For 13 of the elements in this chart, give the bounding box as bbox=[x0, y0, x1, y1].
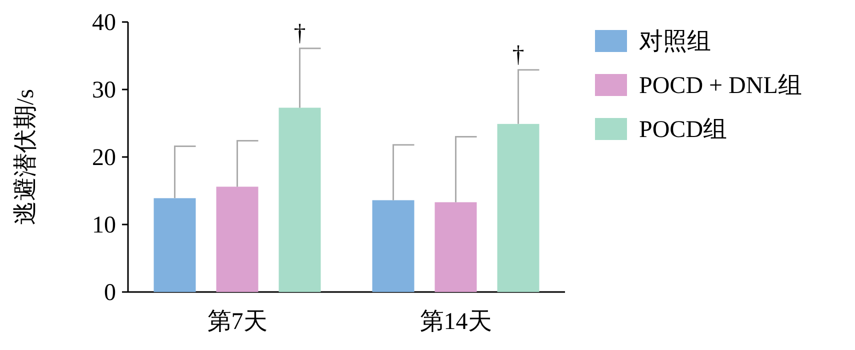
ytick: 40 bbox=[92, 10, 116, 36]
ytick: 0 bbox=[104, 280, 116, 306]
ytick: 10 bbox=[92, 212, 116, 238]
ytick: 30 bbox=[92, 78, 116, 104]
xtick: 第14天 bbox=[420, 309, 492, 335]
xtick: 第7天 bbox=[207, 309, 268, 335]
legend-label: POCD + DNL组 bbox=[639, 73, 802, 99]
ylabel: 逃避潜伏期/s bbox=[13, 89, 39, 225]
ytick: 20 bbox=[92, 145, 116, 171]
annotation: † bbox=[512, 42, 524, 68]
legend-label: 对照组 bbox=[639, 29, 711, 55]
annotation: † bbox=[294, 20, 306, 46]
legend-label: POCD组 bbox=[639, 117, 728, 143]
